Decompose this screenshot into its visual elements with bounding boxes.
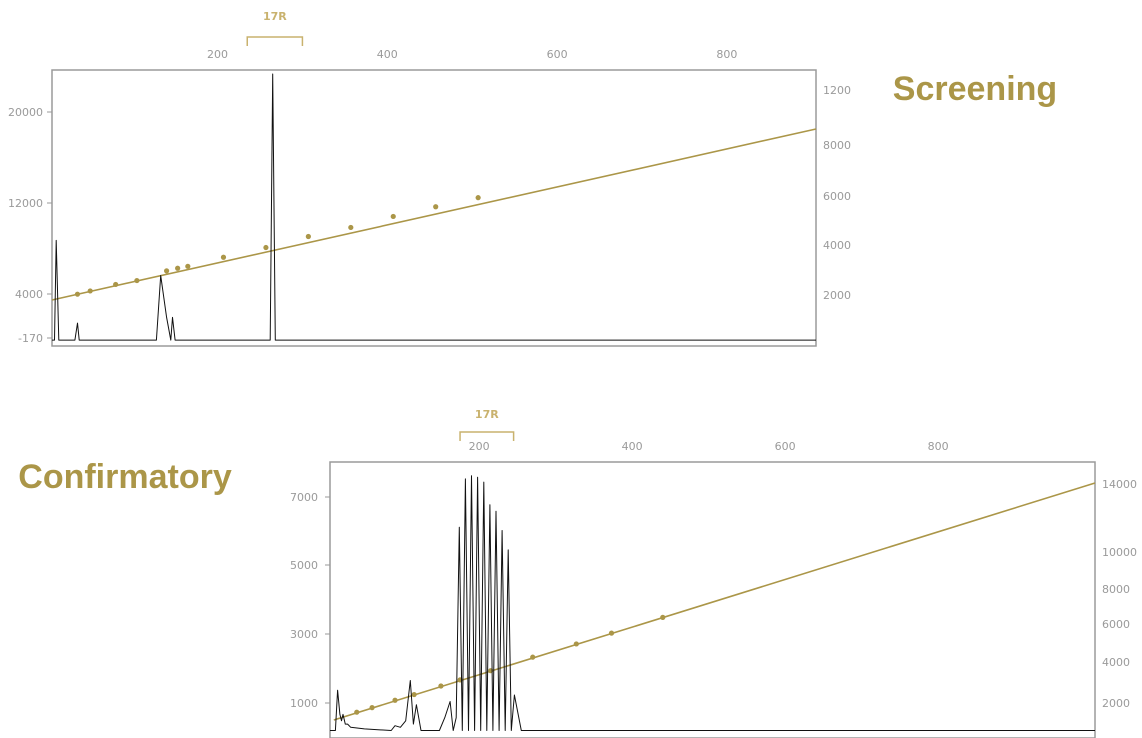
confirmatory-plot-frame xyxy=(329,461,1096,738)
left-tick-label: 1000 xyxy=(290,697,318,710)
left-tick-label: 5000 xyxy=(290,559,318,572)
fit-line xyxy=(51,128,817,301)
right-tick-label: 6000 xyxy=(1102,618,1130,631)
right-tick-label: 10000 xyxy=(1102,546,1137,559)
screening-right-axis: 1200 8000 6000 4000 2000 xyxy=(823,84,851,302)
fit-point xyxy=(113,281,119,288)
top-tick-label: 800 xyxy=(928,440,949,453)
screening-fit xyxy=(51,128,817,301)
bracket-line xyxy=(246,36,304,46)
top-tick-label: 600 xyxy=(547,48,568,61)
fit-point xyxy=(530,654,536,660)
screening-trace xyxy=(52,73,816,341)
left-tick-label: 7000 xyxy=(290,491,318,504)
fit-point xyxy=(660,614,666,620)
right-tick-label: 4000 xyxy=(1102,656,1130,669)
fit-point xyxy=(164,268,170,274)
top-tick-label: 600 xyxy=(775,440,796,453)
right-tick-label: 2000 xyxy=(1102,697,1130,710)
fit-point xyxy=(175,265,181,271)
right-tick-label: 8000 xyxy=(823,139,851,152)
left-tick-label: 4000 xyxy=(15,288,43,301)
fit-point xyxy=(74,291,81,297)
left-tick-label: -170 xyxy=(18,332,43,345)
fit-point xyxy=(305,233,311,240)
confirmatory-fit xyxy=(333,482,1096,721)
fit-point xyxy=(263,244,269,251)
top-tick-label: 400 xyxy=(622,440,643,453)
signal-trace-line xyxy=(52,73,816,341)
confirmatory-right-axis: 14000 10000 8000 6000 4000 2000 xyxy=(1102,478,1137,710)
right-tick-label: 2000 xyxy=(823,289,851,302)
screening-17r-bracket xyxy=(246,36,304,46)
top-tick-label: 800 xyxy=(716,48,737,61)
top-tick-label: 400 xyxy=(377,48,398,61)
fit-line xyxy=(333,482,1096,721)
right-tick-label: 14000 xyxy=(1102,478,1137,491)
fit-point xyxy=(433,204,439,210)
bracket-line xyxy=(459,431,515,441)
fit-point xyxy=(390,213,396,220)
fit-point xyxy=(134,277,140,284)
fit-point xyxy=(348,224,354,231)
screening-plot-frame xyxy=(51,69,817,347)
screening-left-axis: 20000 12000 4000 -170 xyxy=(8,106,52,345)
confirmatory-title: Confirmatory xyxy=(18,458,232,496)
right-tick-label: 8000 xyxy=(1102,583,1130,596)
fit-point xyxy=(185,263,191,269)
right-tick-label: 4000 xyxy=(823,239,851,252)
fit-point xyxy=(573,641,579,647)
left-tick-label: 20000 xyxy=(8,106,43,119)
screening-17r-label: 17R xyxy=(263,10,287,23)
fit-point xyxy=(392,697,398,703)
fit-point xyxy=(369,705,375,711)
confirmatory-17r-bracket xyxy=(459,431,515,441)
fit-point xyxy=(438,683,444,689)
screening-panel: 17R 200 400 600 800 20000 12000 4000 -170 1200… xyxy=(8,10,1057,347)
signal-trace-line xyxy=(330,475,1095,731)
right-tick-label: 1200 xyxy=(823,84,851,97)
fit-point xyxy=(87,288,93,294)
screening-title: Screening xyxy=(893,70,1057,108)
confirmatory-top-axis: 200 400 600 800 xyxy=(469,440,949,453)
fit-point xyxy=(411,691,417,698)
confirmatory-left-axis: 7000 5000 3000 1000 xyxy=(290,491,330,710)
left-tick-label: 12000 xyxy=(8,197,43,210)
fit-point xyxy=(475,195,481,201)
fit-point xyxy=(220,254,227,260)
top-tick-label: 200 xyxy=(207,48,228,61)
screening-top-axis: 200 400 600 800 xyxy=(207,48,737,61)
fit-point xyxy=(608,630,615,636)
left-tick-label: 3000 xyxy=(290,628,318,641)
right-tick-label: 6000 xyxy=(823,190,851,203)
fit-point xyxy=(354,709,360,715)
top-tick-label: 200 xyxy=(469,440,490,453)
confirmatory-trace xyxy=(330,475,1095,731)
confirmatory-17r-label: 17R xyxy=(475,408,499,421)
